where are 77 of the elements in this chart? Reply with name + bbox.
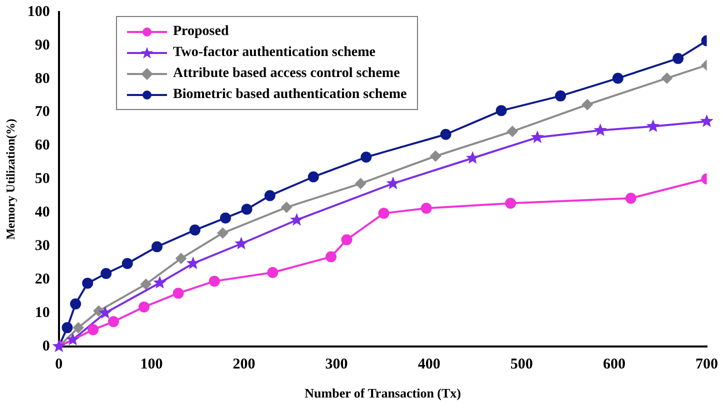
legend-label: Two-factor authentication scheme [173, 44, 376, 62]
point [378, 208, 390, 219]
point [420, 202, 432, 214]
y-tick-label: 90 [34, 37, 50, 54]
point [176, 252, 187, 264]
point [138, 301, 150, 312]
point [100, 268, 112, 279]
point [341, 234, 352, 246]
point [700, 114, 714, 128]
point [530, 130, 544, 144]
y-tick-label: 40 [34, 204, 50, 221]
x-tick-label: 300 [325, 356, 348, 372]
y-tick-label: 20 [34, 271, 50, 288]
point [172, 288, 184, 299]
point [52, 339, 66, 352]
y-tick-label: 50 [34, 171, 50, 188]
point [88, 324, 99, 336]
x-tick-label: 0 [55, 356, 63, 372]
point [466, 151, 480, 164]
point [594, 123, 607, 136]
x-tick-label: 600 [602, 356, 626, 372]
y-tick-label: 60 [34, 138, 50, 154]
point [82, 278, 94, 289]
point [264, 190, 276, 202]
point [267, 267, 278, 278]
point [505, 198, 516, 209]
point [98, 306, 112, 319]
point [646, 119, 660, 132]
y-tick-label: 70 [34, 104, 50, 120]
point [360, 152, 372, 163]
point [72, 322, 84, 334]
point [234, 236, 248, 250]
point [325, 251, 336, 262]
point [308, 171, 319, 182]
point [625, 192, 636, 204]
point [66, 332, 80, 346]
point [140, 278, 152, 290]
point [208, 276, 220, 287]
x-tick-label: 400 [418, 356, 440, 372]
x-tick-label: 500 [510, 356, 533, 372]
x-tick-label: 100 [140, 356, 163, 372]
y-tick-label: 30 [34, 238, 50, 254]
x-tick-label: 700 [696, 356, 718, 372]
point [189, 224, 200, 236]
point [241, 204, 252, 215]
y-tick-label: 0 [42, 338, 50, 354]
point [612, 72, 624, 84]
point [440, 128, 452, 140]
point [281, 202, 292, 213]
point [355, 178, 366, 190]
point [70, 298, 82, 310]
y-tick-label: 80 [34, 70, 50, 87]
y-tick-label: 10 [34, 304, 50, 321]
point [582, 99, 593, 110]
x-tick-label: 200 [232, 356, 256, 372]
point [220, 212, 231, 224]
point [386, 176, 400, 190]
point [186, 256, 200, 270]
point [122, 258, 133, 269]
point [152, 241, 163, 252]
point [62, 322, 73, 334]
y-tick-label: 100 [27, 4, 50, 20]
point [430, 150, 442, 162]
legend-label: Proposed [173, 23, 229, 41]
point [496, 105, 507, 116]
x-axis-title: Number of Transaction (Tx) [304, 386, 462, 401]
point [555, 90, 566, 102]
point [661, 72, 672, 84]
point [290, 212, 304, 226]
point [153, 276, 166, 289]
point [217, 228, 228, 239]
point [506, 126, 518, 137]
y-axis-title: Memory Utilization(%) [3, 118, 18, 240]
legend-label: Attribute based access control scheme [173, 65, 400, 83]
legend-label: Biometric based authentication scheme [173, 86, 407, 104]
point [672, 52, 684, 64]
point [108, 316, 120, 328]
